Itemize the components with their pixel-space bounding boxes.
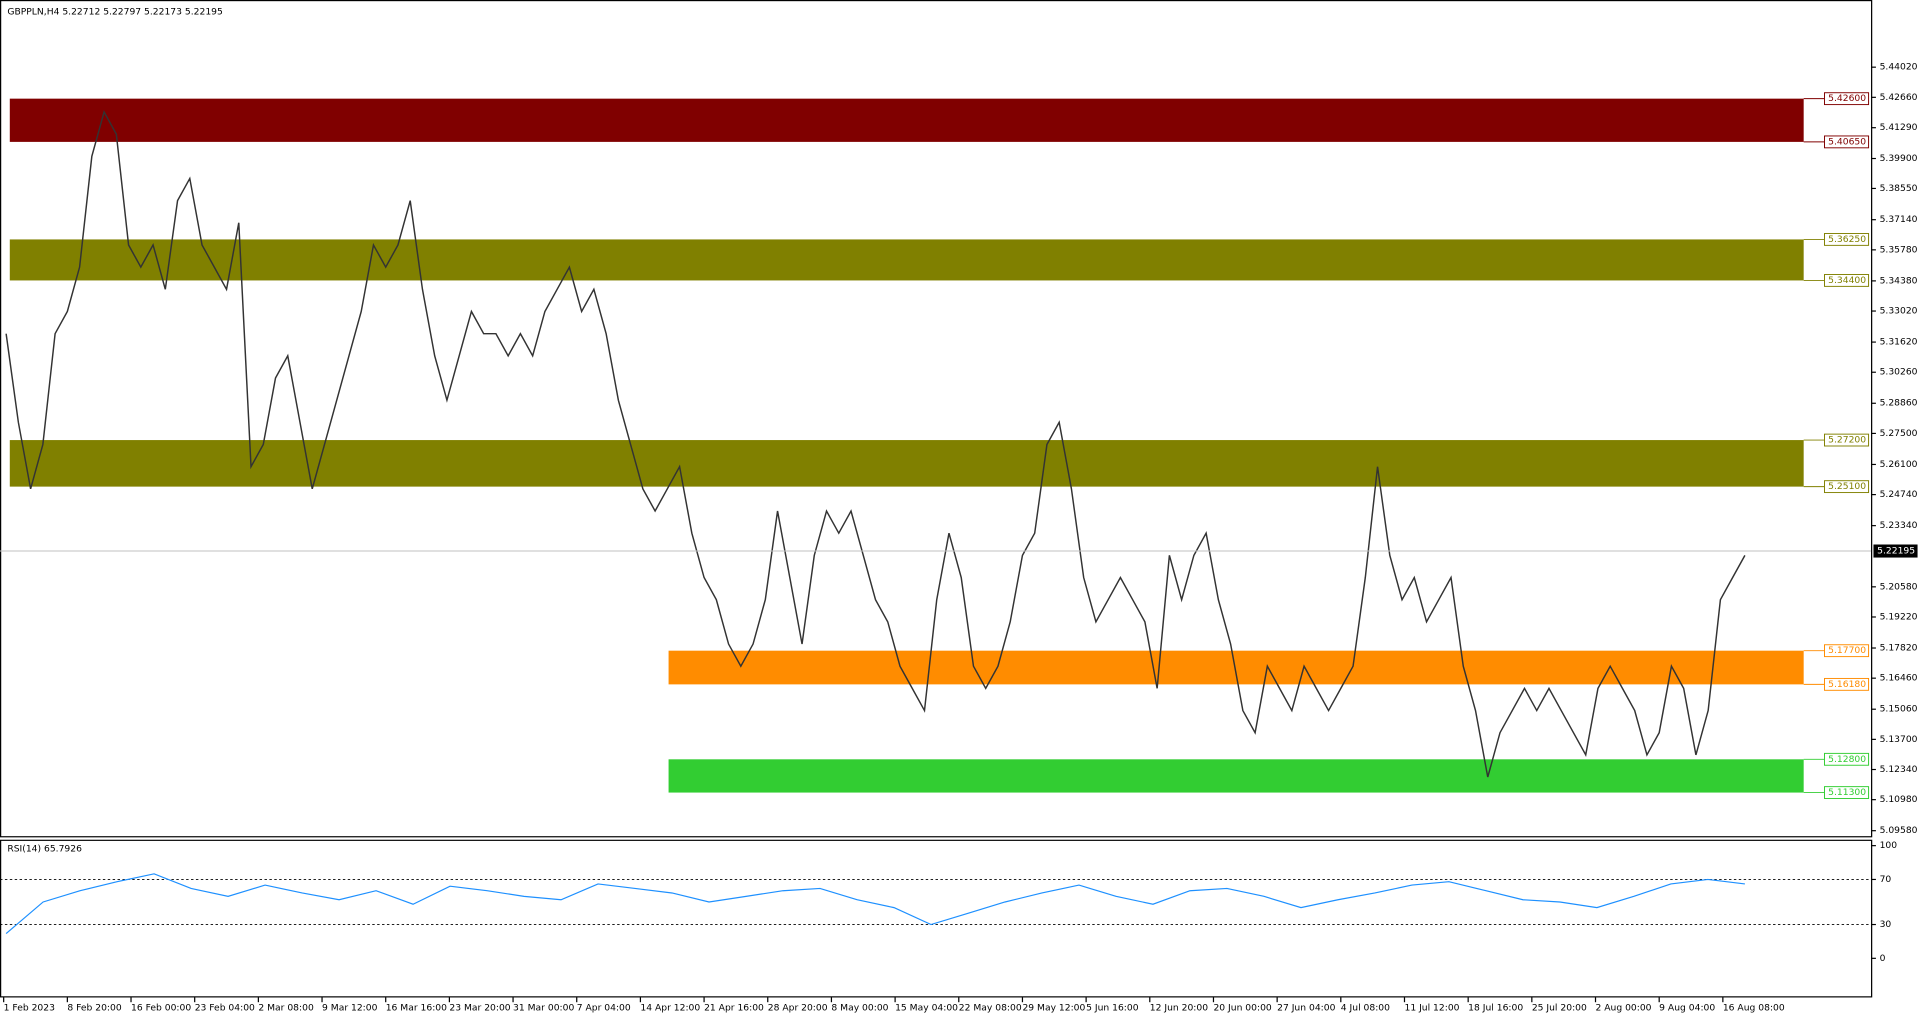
zone xyxy=(9,239,1804,281)
x-tick-label: 2 Aug 00:00 xyxy=(1596,1004,1652,1014)
y-tick-label: 5.16460 xyxy=(1880,674,1918,684)
x-tick-label: 4 Jul 08:00 xyxy=(1341,1004,1390,1014)
zone-label-box xyxy=(1824,92,1870,106)
zone-label: 5.34400 xyxy=(1828,276,1866,286)
zone-label: 5.27200 xyxy=(1828,436,1866,446)
zone-label: 5.17700 xyxy=(1828,646,1866,656)
y-tick-label: 5.37140 xyxy=(1880,215,1918,225)
x-tick-label: 16 Feb 00:00 xyxy=(131,1004,191,1014)
x-tick-label: 5 Jun 16:00 xyxy=(1086,1004,1139,1014)
zone-label: 5.36250 xyxy=(1828,235,1866,245)
y-tick-label: 5.13700 xyxy=(1880,735,1918,745)
y-tick-label: 5.44020 xyxy=(1880,63,1918,73)
rsi-panel xyxy=(0,839,1873,998)
x-tick-label: 15 May 04:00 xyxy=(895,1004,958,1014)
zone-label-box xyxy=(1824,433,1870,447)
rsi-tick-label: 100 xyxy=(1880,841,1898,851)
zone-label-box xyxy=(1824,135,1870,149)
x-tick-label: 16 Aug 08:00 xyxy=(1723,1004,1785,1014)
rsi-tick-label: 30 xyxy=(1880,920,1892,930)
x-tick-label: 23 Feb 04:00 xyxy=(195,1004,255,1014)
zone-label: 5.16180 xyxy=(1828,680,1866,690)
zone-label-box xyxy=(1824,752,1870,766)
zone-label-box xyxy=(1824,644,1870,658)
y-tick-label: 5.35780 xyxy=(1880,245,1918,255)
x-tick-label: 12 Jun 20:00 xyxy=(1150,1004,1209,1014)
zone-label: 5.25100 xyxy=(1828,482,1866,492)
x-tick-label: 9 Aug 04:00 xyxy=(1659,1004,1715,1014)
rsi-tick-label: 0 xyxy=(1880,954,1886,964)
y-tick-label: 5.27500 xyxy=(1880,429,1918,439)
y-tick-label: 5.09580 xyxy=(1880,826,1918,836)
y-tick-label: 5.17820 xyxy=(1880,644,1918,654)
x-tick-label: 11 Jul 12:00 xyxy=(1404,1004,1459,1014)
y-tick-label: 5.42660 xyxy=(1880,93,1918,103)
zone-label: 5.42600 xyxy=(1828,94,1866,104)
x-tick-label: 18 Jul 16:00 xyxy=(1468,1004,1523,1014)
zone-label: 5.11300 xyxy=(1828,788,1866,798)
y-tick-label: 5.28860 xyxy=(1880,399,1918,409)
x-tick-label: 8 Feb 20:00 xyxy=(67,1004,122,1014)
zone xyxy=(9,98,1804,142)
price-line xyxy=(5,110,1746,778)
y-tick-label: 5.19220 xyxy=(1880,613,1918,623)
zone-label-box xyxy=(1824,677,1870,691)
y-tick-label: 5.30260 xyxy=(1880,368,1918,378)
y-tick-label: 5.24740 xyxy=(1880,490,1918,500)
current-price-box xyxy=(1873,544,1918,558)
x-tick-label: 27 Jun 04:00 xyxy=(1277,1004,1336,1014)
y-tick-label: 5.39900 xyxy=(1880,154,1918,164)
zone-label-box xyxy=(1824,480,1870,494)
x-tick-label: 8 May 00:00 xyxy=(831,1004,888,1014)
y-tick-label: 5.10980 xyxy=(1880,795,1918,805)
y-tick-label: 5.41290 xyxy=(1880,123,1918,133)
zone-label: 5.12800 xyxy=(1828,755,1866,765)
y-tick-label: 5.34380 xyxy=(1880,276,1918,286)
y-tick-label: 5.15060 xyxy=(1880,705,1918,715)
zone-label: 5.40650 xyxy=(1828,137,1866,147)
x-tick-label: 16 Mar 16:00 xyxy=(386,1004,448,1014)
zone-label-box xyxy=(1824,233,1870,246)
y-tick-label: 5.23340 xyxy=(1880,521,1918,531)
chart-title: GBPPLN,H4 5.22712 5.22797 5.22173 5.2219… xyxy=(7,7,223,17)
y-tick-label: 5.26100 xyxy=(1880,460,1918,470)
x-tick-label: 2 Mar 08:00 xyxy=(258,1004,314,1014)
y-tick-label: 5.20580 xyxy=(1880,582,1918,592)
rsi-line xyxy=(5,873,1745,934)
x-tick-label: 29 May 12:00 xyxy=(1022,1004,1085,1014)
x-tick-label: 20 Jun 00:00 xyxy=(1213,1004,1272,1014)
x-tick-label: 14 Apr 12:00 xyxy=(640,1004,700,1014)
y-tick-label: 5.31620 xyxy=(1880,338,1918,348)
zone xyxy=(9,440,1804,487)
rsi-tick-label: 70 xyxy=(1880,875,1892,885)
current-price-label: 5.22195 xyxy=(1877,547,1915,557)
x-tick-label: 25 Jul 20:00 xyxy=(1532,1004,1587,1014)
y-tick-label: 5.12340 xyxy=(1880,765,1918,775)
zone xyxy=(668,650,1804,685)
x-tick-label: 31 Mar 00:00 xyxy=(513,1004,575,1014)
x-tick-label: 23 Mar 20:00 xyxy=(449,1004,511,1014)
x-tick-label: 21 Apr 16:00 xyxy=(704,1004,764,1014)
x-tick-label: 9 Mar 12:00 xyxy=(322,1004,378,1014)
x-tick-label: 7 Apr 04:00 xyxy=(577,1004,631,1014)
rsi-title: RSI(14) 65.7926 xyxy=(7,845,82,855)
y-tick-label: 5.33020 xyxy=(1880,307,1918,317)
x-tick-label: 28 Apr 20:00 xyxy=(768,1004,828,1014)
zone-label-box xyxy=(1824,786,1870,799)
x-tick-label: 22 May 08:00 xyxy=(959,1004,1022,1014)
x-tick-label: 1 Feb 2023 xyxy=(4,1004,56,1014)
y-tick-label: 5.38550 xyxy=(1880,184,1918,194)
zone xyxy=(668,759,1804,793)
zone-label-box xyxy=(1824,274,1870,287)
